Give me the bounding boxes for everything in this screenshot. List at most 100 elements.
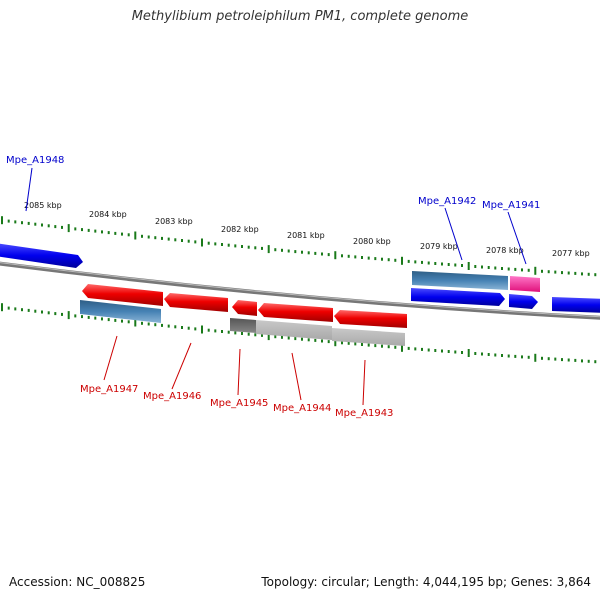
ruler-top-tick — [374, 257, 377, 261]
ruler-top-tick — [514, 267, 517, 271]
ruler-top-tick — [61, 225, 63, 229]
ruler-top-tick — [314, 251, 317, 255]
ruler-top-tick — [341, 254, 343, 258]
gene-label-Mpe_A1941[interactable]: Mpe_A1941 — [482, 200, 540, 211]
gene-Mpe_A1940-cds[interactable] — [552, 297, 600, 313]
gene-Mpe_A1945-cds[interactable] — [232, 300, 257, 316]
gene-label-Mpe_A1942[interactable]: Mpe_A1942 — [418, 196, 476, 207]
ruler-top-tick — [234, 244, 237, 248]
gene-Mpe_A1945-pseudo[interactable] — [230, 318, 256, 333]
ruler-bottom-tick — [187, 326, 190, 330]
ruler-top-tick — [387, 258, 390, 262]
leader-Mpe_A1946 — [171, 342, 192, 390]
ruler-labels: 2085 kbp 2084 kbp 2083 kbp 2082 kbp 2081… — [24, 201, 590, 258]
gene-label-Mpe_A1948[interactable]: Mpe_A1948 — [6, 155, 64, 166]
ruler-bottom-tick — [81, 315, 83, 319]
ruler-bottom-tick — [227, 330, 230, 334]
ruler-top-tick — [134, 231, 137, 240]
leader-Mpe_A1942 — [444, 207, 463, 261]
ruler-bottom-tick — [267, 332, 270, 341]
ruler-top-tick — [261, 246, 263, 250]
ruler-bottom-tick — [347, 341, 350, 345]
ruler-top-tick — [94, 229, 97, 233]
ruler-bottom-tick — [261, 333, 263, 337]
ruler-bottom-tick — [147, 322, 150, 326]
ruler-bottom-tick — [594, 360, 597, 364]
gene-Mpe_A1943-cds[interactable] — [334, 310, 407, 328]
ruler-top-tick — [487, 266, 490, 269]
gene-Mpe_A1941-cds[interactable] — [509, 294, 538, 309]
ruler-bottom-tick — [207, 328, 210, 332]
ruler-bottom-tick — [274, 335, 277, 339]
ruler-top-tick — [407, 259, 410, 263]
ruler-top-tick — [481, 265, 483, 269]
ruler-label-2080: 2080 kbp — [353, 237, 391, 246]
gene-label-Mpe_A1944[interactable]: Mpe_A1944 — [273, 403, 331, 414]
ruler-top-tick — [494, 266, 497, 270]
ruler-top-tick — [147, 235, 150, 239]
gene-Mpe_A1947-cds[interactable] — [82, 284, 163, 306]
ruler-bottom-tick — [1, 303, 3, 312]
ruler-top-tick — [7, 219, 10, 223]
ruler-top-tick — [114, 231, 117, 235]
ruler-bottom-tick — [314, 338, 317, 342]
ruler-bottom-tick — [87, 315, 90, 319]
gene-Mpe_A1943-pseudo[interactable] — [332, 328, 405, 346]
ruler-bottom-tick — [74, 314, 77, 318]
ruler-top-tick — [394, 258, 397, 262]
ruler-top-tick — [214, 242, 217, 246]
gene-Mpe_A1944-cds[interactable] — [258, 303, 333, 322]
gene-label-Mpe_A1943[interactable]: Mpe_A1943 — [335, 408, 393, 419]
ruler-bottom-tick — [21, 308, 23, 312]
ruler-bottom-tick — [34, 309, 37, 313]
gene-Mpe_A1942-bar[interactable] — [412, 271, 508, 290]
ruler-bottom-tick — [127, 320, 130, 324]
gene-Mpe_A1948-cds[interactable] — [0, 243, 83, 268]
ruler-bottom-tick — [414, 347, 417, 351]
ruler-bottom-tick — [201, 325, 203, 334]
ruler-bottom-tick — [327, 340, 330, 344]
ruler-top-tick — [594, 273, 597, 277]
gene-Mpe_A1946-cds[interactable] — [164, 293, 228, 312]
ruler-top-tick — [207, 241, 210, 245]
ruler-top-tick — [107, 231, 110, 235]
ruler-top-tick — [294, 250, 297, 254]
ruler-bottom-tick — [361, 343, 363, 346]
gene-label-Mpe_A1947[interactable]: Mpe_A1947 — [80, 384, 138, 395]
ruler-bottom-tick — [321, 339, 323, 343]
ruler-bottom-tick — [494, 353, 497, 357]
ruler-bottom-tick — [441, 349, 443, 353]
ruler-label-2084: 2084 kbp — [89, 210, 127, 219]
ruler-bottom-tick — [574, 358, 577, 362]
ruler-bottom-tick — [421, 347, 423, 351]
gene-Mpe_A1947-bar[interactable] — [80, 300, 161, 323]
ruler-bottom-tick — [367, 343, 370, 347]
ruler-bottom-tick — [407, 346, 410, 350]
ruler-bottom-tick — [234, 331, 237, 335]
ruler-top-tick — [367, 256, 370, 260]
ruler-bottom-tick — [427, 348, 430, 352]
accession-text: Accession: NC_008825 — [9, 575, 146, 589]
ruler-top-tick — [581, 272, 583, 276]
gene-Mpe_A1942-cds[interactable] — [411, 288, 505, 306]
ruler-bottom-tick — [387, 345, 390, 349]
topology-text: Topology: circular; Length: 4,044,195 bp… — [261, 575, 591, 589]
ruler-top-tick — [554, 270, 557, 274]
ruler-top-tick — [187, 239, 190, 243]
ruler-bottom-tick — [374, 344, 377, 348]
ruler-bottom-tick — [214, 329, 217, 333]
ruler-bottom-tick — [107, 318, 110, 322]
ruler-top-tick — [27, 221, 30, 225]
leader-Mpe_A1947 — [103, 335, 118, 381]
ruler-bottom-tick — [167, 324, 170, 328]
gene-label-Mpe_A1946[interactable]: Mpe_A1946 — [143, 391, 201, 402]
gene-Mpe_A1941-rna[interactable] — [510, 276, 540, 292]
ruler-bottom-tick — [487, 353, 490, 356]
gene-label-Mpe_A1945[interactable]: Mpe_A1945 — [210, 398, 268, 409]
ruler-top-tick — [474, 265, 477, 268]
gene-Mpe_A1944-pseudo[interactable] — [256, 320, 332, 340]
ruler-top-tick — [521, 268, 523, 272]
ruler-top-tick — [414, 260, 417, 264]
ruler-top-tick — [454, 263, 457, 267]
